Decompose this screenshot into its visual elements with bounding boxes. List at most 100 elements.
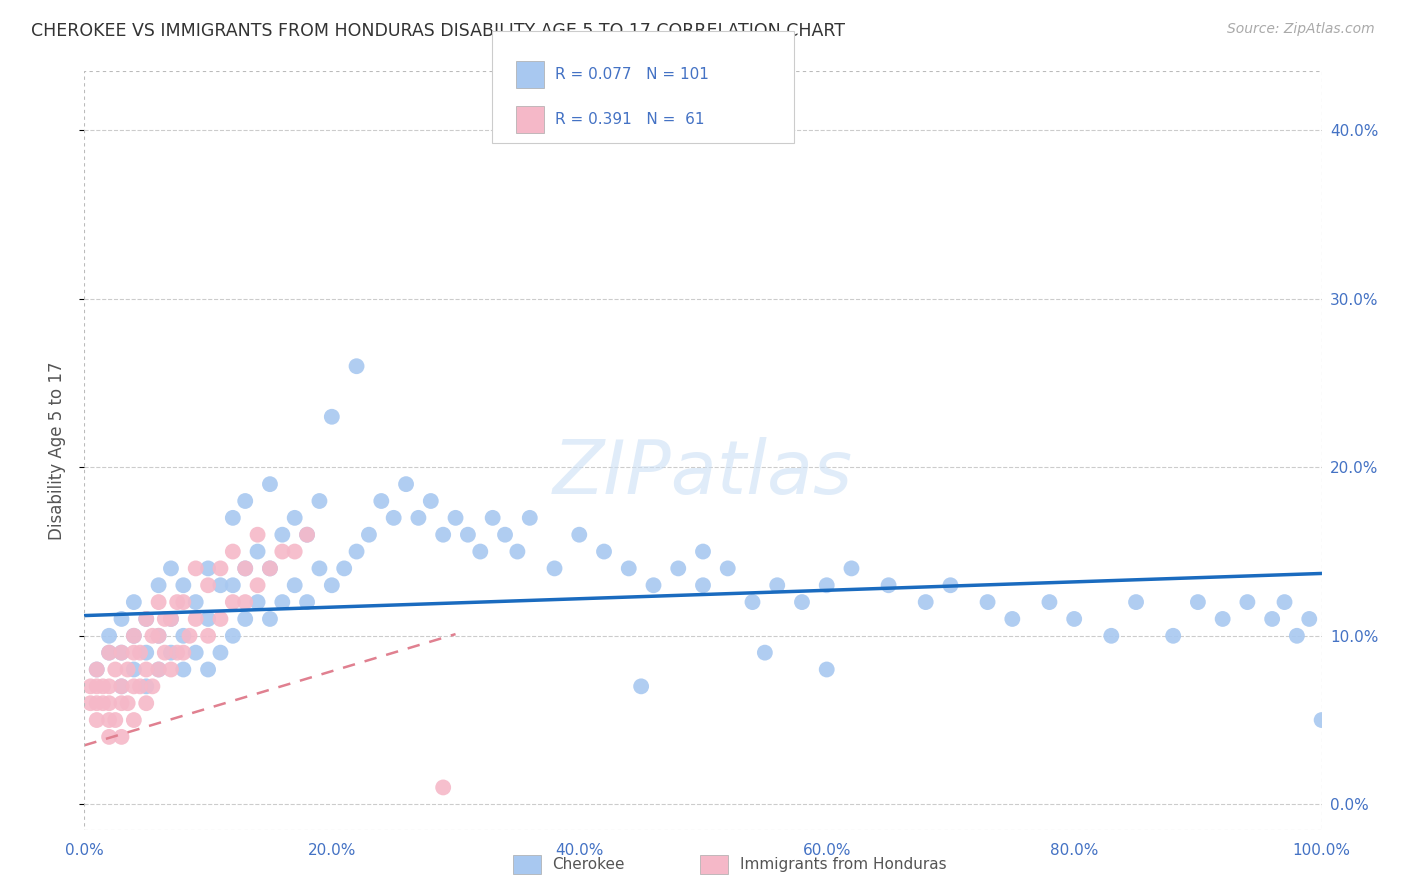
Point [284,578,307,592]
Point [395,477,418,491]
Point [841,561,863,575]
Point [148,595,170,609]
Point [259,477,281,491]
Point [1063,612,1085,626]
Point [98,646,121,660]
Point [148,578,170,592]
Point [295,595,318,609]
Point [110,696,132,710]
Point [346,544,368,558]
Point [110,646,132,660]
Point [197,663,219,677]
Point [160,612,183,626]
Point [246,544,269,558]
Point [717,561,740,575]
Point [295,527,318,541]
Point [976,595,998,609]
Point [117,696,139,710]
Point [506,544,529,558]
Point [135,646,157,660]
Point [321,578,343,592]
Point [179,629,201,643]
Point [153,646,176,660]
Point [1038,595,1060,609]
Point [110,612,132,626]
Point [877,578,900,592]
Point [643,578,665,592]
Point [284,544,307,558]
Point [172,646,194,660]
Point [295,527,318,541]
Point [79,696,101,710]
Point [160,612,183,626]
Point [1212,612,1234,626]
Point [86,663,108,677]
Point [160,646,183,660]
Point [148,629,170,643]
Point [209,646,232,660]
Point [122,679,145,693]
Point [1099,629,1122,643]
Point [382,511,405,525]
Point [172,578,194,592]
Point [593,544,616,558]
Point [222,511,245,525]
Point [1261,612,1284,626]
Point [568,527,591,541]
Point [110,679,132,693]
Point [104,663,127,677]
Point [135,612,157,626]
Point [741,595,763,609]
Point [91,679,114,693]
Point [222,544,245,558]
Point [197,578,219,592]
Point [432,780,454,795]
Point [104,713,127,727]
Point [197,612,219,626]
Point [122,629,145,643]
Point [233,561,256,575]
Point [259,561,281,575]
Point [148,629,170,643]
Point [494,527,516,541]
Point [86,713,108,727]
Point [79,679,101,693]
Point [110,646,132,660]
Point [98,629,121,643]
Point [172,629,194,643]
Point [1310,713,1333,727]
Point [1125,595,1147,609]
Point [308,561,330,575]
Point [141,679,163,693]
Point [122,646,145,660]
Point [1274,595,1296,609]
Point [148,663,170,677]
Point [110,679,132,693]
Point [321,409,343,424]
Point [141,629,163,643]
Point [197,561,219,575]
Point [419,494,441,508]
Point [444,511,467,525]
Point [1236,595,1258,609]
Point [135,612,157,626]
Y-axis label: Disability Age 5 to 17: Disability Age 5 to 17 [48,361,66,540]
Point [233,561,256,575]
Point [233,494,256,508]
Point [222,578,245,592]
Point [135,679,157,693]
Point [122,663,145,677]
Point [184,612,207,626]
Point [86,679,108,693]
Text: Source: ZipAtlas.com: Source: ZipAtlas.com [1227,22,1375,37]
Point [481,511,503,525]
Point [86,663,108,677]
Point [370,494,392,508]
Point [233,612,256,626]
Point [333,561,356,575]
Point [519,511,541,525]
Point [86,696,108,710]
Point [457,527,479,541]
Point [1161,629,1184,643]
Point [129,646,152,660]
